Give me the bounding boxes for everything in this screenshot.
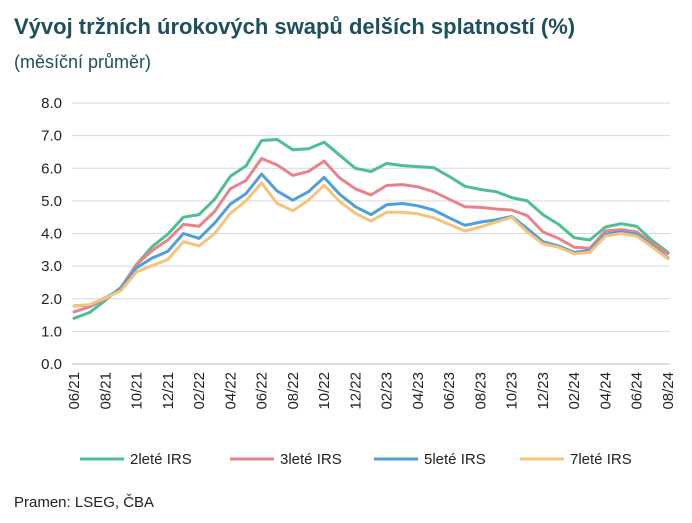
x-tick-label: 04/22 (222, 372, 239, 410)
x-tick-label: 12/22 (347, 372, 364, 410)
x-tick-label: 02/24 (566, 372, 583, 410)
y-tick-label: 8.0 (41, 95, 62, 112)
y-tick-label: 0.0 (41, 356, 62, 373)
chart-subtitle: (měsíční průměr) (14, 52, 152, 72)
y-tick-label: 7.0 (41, 128, 62, 145)
x-tick-label: 06/23 (441, 372, 458, 410)
y-axis: 0.0 1.0 2.0 3.0 4.0 5.0 6.0 7.0 8.0 (41, 95, 62, 373)
x-tick-label: 04/23 (410, 372, 427, 410)
x-tick-label: 04/24 (597, 372, 614, 410)
x-tick-label: 06/22 (254, 372, 271, 410)
gridlines (72, 102, 670, 332)
y-tick-label: 1.0 (41, 323, 62, 340)
chart-title: Vývoj tržních úrokových swapů delších sp… (14, 14, 576, 39)
x-tick-label: 06/24 (629, 372, 646, 410)
series-line (72, 157, 670, 314)
source-note: Pramen: LSEG, ČBA (14, 494, 155, 511)
series-line (72, 138, 670, 320)
x-tick-label: 12/21 (160, 372, 177, 410)
x-tick-label: 08/23 (472, 372, 489, 410)
x-tick-label: 12/23 (535, 372, 552, 410)
x-tick-label: 10/22 (316, 372, 333, 410)
y-tick-label: 5.0 (41, 193, 62, 210)
legend-label: 5leté IRS (424, 451, 486, 468)
x-tick-label: 08/22 (285, 372, 302, 410)
legend-label: 2leté IRS (130, 451, 192, 468)
legend-label: 7leté IRS (570, 451, 632, 468)
x-tick-label: 08/24 (660, 372, 677, 410)
x-tick-label: 06/21 (66, 372, 83, 410)
x-tick-label: 10/21 (129, 372, 146, 410)
series-lines (72, 138, 670, 320)
legend: 2leté IRS 3leté IRS 5leté IRS 7leté IRS (80, 451, 632, 468)
x-tick-label: 02/22 (191, 372, 208, 410)
y-tick-label: 2.0 (41, 291, 62, 308)
x-tick-label: 02/23 (379, 372, 396, 410)
x-axis: 06/21 08/21 10/21 12/21 02/22 04/22 06/22 08/22… (66, 363, 677, 410)
legend-label: 3leté IRS (280, 451, 342, 468)
series-line (72, 181, 670, 308)
x-tick-label: 08/21 (97, 372, 114, 410)
y-tick-label: 3.0 (41, 258, 62, 275)
y-tick-label: 4.0 (41, 226, 62, 243)
x-tick-label: 10/23 (504, 372, 521, 410)
y-tick-label: 6.0 (41, 160, 62, 177)
